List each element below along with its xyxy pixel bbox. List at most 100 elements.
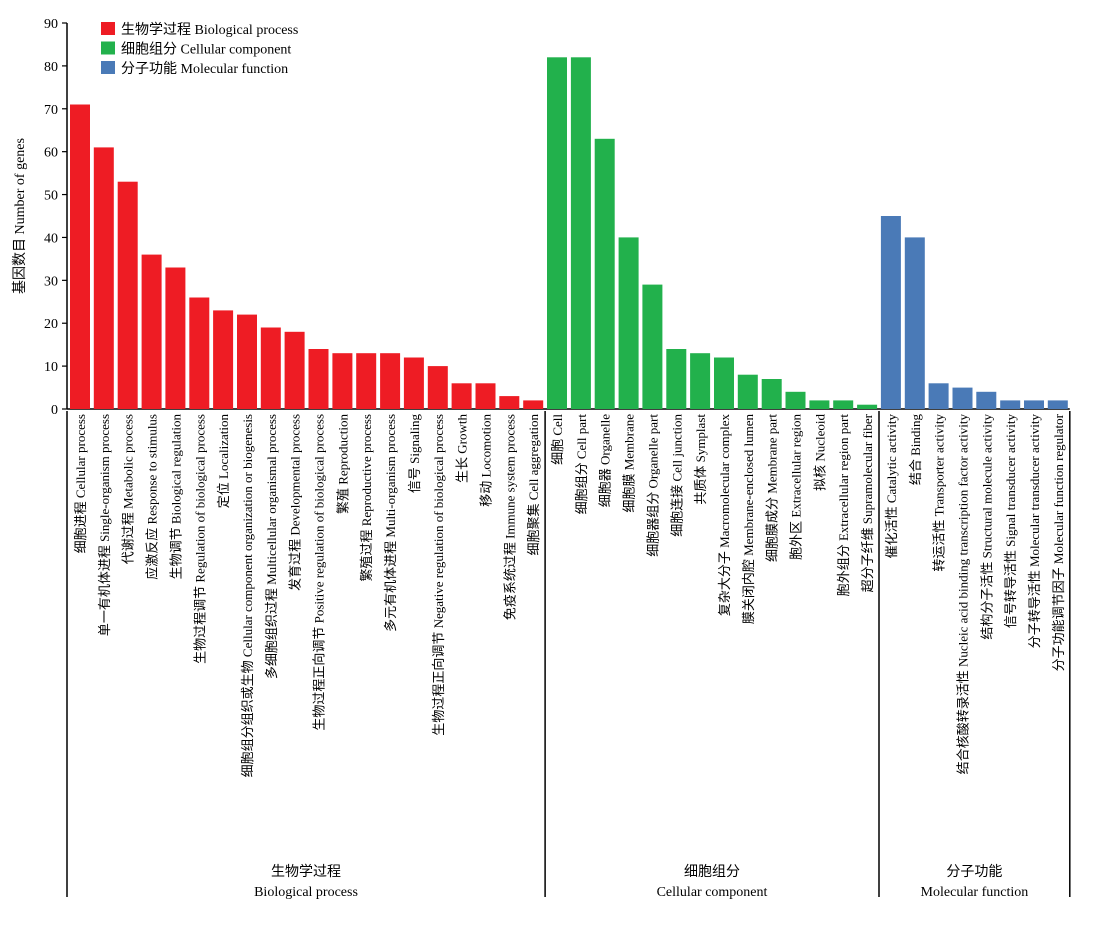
category-label: 细胞器组分 Organelle part (645, 414, 660, 557)
category-label: 细胞连接 Cell junction (669, 414, 684, 537)
y-tick-label: 40 (44, 231, 58, 246)
group-label-en: Biological process (254, 885, 358, 900)
category-label: 分子功能调节因子 Molecular function regulator (1051, 413, 1066, 671)
bar (117, 181, 138, 409)
bar (403, 357, 424, 409)
y-tick-label: 20 (44, 317, 58, 332)
bars (70, 57, 1068, 410)
bar (70, 104, 90, 409)
y-tick-label: 50 (44, 189, 58, 204)
bar (690, 353, 711, 409)
bar (904, 237, 925, 409)
category-label: 胞外组分 Extracellular region part (836, 414, 851, 597)
bar (642, 284, 663, 409)
bar (165, 267, 186, 409)
category-label: 生物调节 Biological regulation (168, 414, 183, 580)
bar (761, 379, 782, 409)
bar (857, 404, 878, 409)
bar (499, 396, 520, 409)
group-label-cn: 细胞组分 (684, 864, 740, 880)
legend-label: 细胞组分 Cellular component (121, 42, 291, 58)
category-label: 信号 Signaling (407, 414, 422, 494)
axes: 0 10 20 30 40 50 60 70 80 90 (44, 17, 1070, 418)
category-label: 催化活性 Catalytic activity (884, 414, 899, 559)
category-label: 转运活性 Transporter activity (932, 414, 947, 572)
category-label: 单一有机体进程 Single-organism process (97, 414, 112, 636)
bar (189, 297, 210, 409)
bar (284, 331, 305, 409)
category-label: 膜关闭内腔 Membrane-enclosed lumen (741, 414, 756, 625)
category-label: 生物过程调节 Regulation of biological process (192, 414, 207, 664)
category-label: 复杂大分子 Macromolecular complex (717, 414, 732, 617)
category-label: 繁殖过程 Reproductive process (359, 414, 374, 582)
category-label: 结构分子活性 Structural molecule activity (979, 414, 994, 640)
bar (618, 237, 639, 409)
category-label: 免疫系统过程 Immune system process (502, 414, 517, 620)
y-tick-label: 0 (51, 403, 58, 418)
bar (332, 353, 353, 409)
category-label: 细胞进程 Cellular process (73, 414, 88, 553)
category-label: 共质体 Symplast (693, 414, 708, 505)
bar (570, 57, 591, 410)
legend-swatch (101, 41, 115, 55)
bar (880, 216, 901, 409)
legend-label: 生物学过程 Biological process (121, 22, 298, 38)
legend-swatch (101, 61, 115, 74)
legend: 生物学过程 Biological process 细胞组分 Cellular co… (101, 22, 298, 77)
bar (308, 349, 329, 409)
bar (666, 349, 687, 409)
category-label: 胞外区 Extracellular region (789, 414, 804, 560)
category-label: 多细胞组织过程 Multicellular organismal process (264, 414, 279, 679)
category-label: 生长 Growth (455, 414, 470, 483)
category-label: 细胞器 Organelle (598, 414, 613, 507)
category-label: 信号转导活性 Signal transducer activity (1003, 414, 1018, 629)
bar (594, 138, 615, 410)
bar (380, 353, 401, 409)
y-tick-label: 90 (44, 17, 58, 32)
bar (451, 383, 472, 409)
category-label: 结合 Binding (908, 414, 923, 486)
bar (523, 400, 544, 409)
y-tick-label: 10 (44, 360, 58, 375)
group-label-cn: 分子功能 (946, 864, 1002, 880)
y-axis-label: 基因数目 Number of genes (11, 138, 28, 294)
legend-label: 分子功能 Molecular function (121, 61, 288, 77)
bar (427, 366, 448, 409)
group-label-en: Molecular function (921, 885, 1029, 900)
bar (833, 400, 854, 409)
category-label: 拟核 Nucleoid (812, 414, 827, 491)
legend-swatch (101, 22, 115, 35)
bar (1024, 400, 1044, 409)
bar (547, 57, 567, 410)
bar (952, 387, 973, 409)
category-label: 超分子纤维 Supramolecular fiber (860, 413, 875, 592)
category-label: 细胞聚集 Cell aggregation (526, 414, 541, 556)
category-label: 生物过程正向调节 Negative regulation of biologic… (431, 414, 446, 736)
category-label: 定位 Localization (216, 414, 231, 509)
bar (1047, 400, 1068, 409)
group-label-cn: 生物学过程 (271, 864, 341, 880)
category-label: 繁殖 Reproduction (335, 414, 350, 515)
category-label: 发育过程 Developmental process (288, 414, 303, 591)
category-label: 应激反应 Response to stimulus (145, 414, 160, 580)
group-labels: 生物学过程 Biological process 细胞组分 Cellular comp… (66, 411, 1071, 900)
y-tick-label: 30 (44, 274, 58, 289)
bar (785, 391, 806, 409)
category-label: 细胞 Cell (550, 414, 565, 465)
y-tick-label: 60 (44, 146, 58, 161)
category-label: 移动 Locomotion (479, 414, 494, 507)
category-label: 细胞膜 Membrane (622, 414, 637, 513)
category-label: 细胞组分 Cell part (574, 414, 589, 515)
category-label: 生物过程正向调节 Positive regulation of biologic… (312, 414, 327, 731)
bar (475, 383, 496, 409)
bar (928, 383, 949, 409)
bar (714, 357, 734, 409)
category-label: 细胞膜成分 Membrane part (765, 414, 780, 562)
category-label: 细胞组分组织或生物 Cellular component organizatio… (240, 414, 255, 777)
category-labels: 细胞进程 Cellular process 单一有机体进程 Single-orga… (73, 413, 1066, 777)
bar (213, 310, 234, 409)
bar (1000, 400, 1021, 409)
bar (737, 374, 758, 409)
bar (93, 147, 114, 409)
